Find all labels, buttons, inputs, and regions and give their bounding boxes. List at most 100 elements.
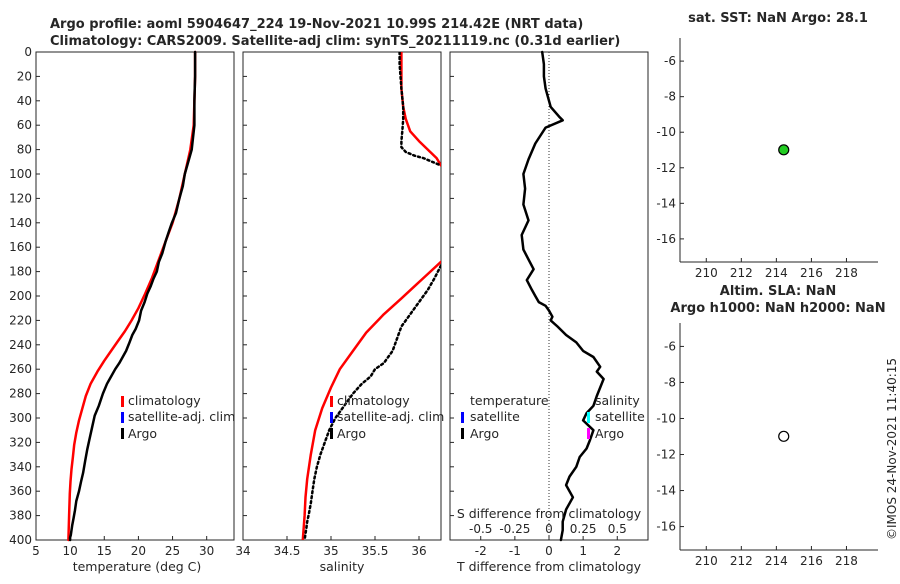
- difference-tick-label: 0: [545, 544, 553, 558]
- legend-climatology-swatch: [121, 396, 124, 407]
- depth-tick-label: 320: [9, 435, 32, 449]
- depth-tick-label: 400: [9, 533, 32, 547]
- sst-map-y-tick-label: -12: [656, 161, 676, 175]
- temperature-tick-label: 5: [32, 544, 40, 558]
- figure-title-line2: Climatology: CARS2009. Satellite-adj cli…: [50, 34, 620, 49]
- legend-argo-label: Argo: [337, 426, 366, 441]
- sst-map-x-tick-label: 210: [695, 266, 718, 280]
- difference-legend-salinity: salinity satellite Argo: [587, 393, 645, 441]
- temperature-tick-label: 25: [165, 544, 180, 558]
- difference-tick-label: 1: [579, 544, 587, 558]
- sst-map-argo-position-marker: [778, 144, 790, 156]
- depth-tick-label: 100: [9, 167, 32, 181]
- sla-map-y-tick-label: -12: [656, 448, 676, 462]
- salinity-difference-tick-label: 0.5: [608, 522, 627, 536]
- depth-tick-label: 20: [17, 69, 32, 83]
- argo-line: [398, 52, 441, 167]
- sst-map-x-tick-label: 216: [800, 266, 823, 280]
- sst-map-x-tick-label: 218: [835, 266, 858, 280]
- legend-climatology-label: climatology: [128, 393, 201, 408]
- depth-tick-label: 300: [9, 411, 32, 425]
- legend-satellite-swatch: [587, 412, 590, 423]
- depth-tick-label: 0: [24, 45, 32, 59]
- climatology-line: [67, 50, 197, 542]
- salinity-tick-label: 34.5: [274, 544, 301, 558]
- depth-tick-label: 200: [9, 289, 32, 303]
- sla-map-x-tick-label: 218: [835, 554, 858, 568]
- salinity-difference-tick-label: 0.25: [570, 522, 597, 536]
- depth-tick-label: 360: [9, 484, 32, 498]
- legend-argo-swatch: [461, 428, 464, 439]
- salinity-lines: [301, 52, 441, 540]
- depth-tick-label: 340: [9, 460, 32, 474]
- depth-tick-label: 260: [9, 362, 32, 376]
- legend-argo-label: Argo: [470, 426, 499, 441]
- sla-map-y-tick-label: -16: [656, 520, 676, 534]
- sst-map-y-tick-label: -8: [664, 90, 676, 104]
- temperature-tick-label: 30: [199, 544, 214, 558]
- sst-map-y-tick-label: -10: [656, 125, 676, 139]
- legend-salinity-title: salinity: [595, 393, 640, 408]
- depth-tick-label: 240: [9, 338, 32, 352]
- timestamp: ©IMOS 24-Nov-2021 11:40:15: [885, 358, 899, 540]
- sla-map-y-tick-label: -6: [664, 339, 676, 353]
- sla-map-x-tick-label: 210: [695, 554, 718, 568]
- sla-map-x-tick-label: 212: [730, 554, 753, 568]
- depth-tick-label: 220: [9, 313, 32, 327]
- sst-map-title: sat. SST: NaN Argo: 28.1: [688, 11, 868, 26]
- climatology-line: [301, 260, 441, 540]
- sst-map-x-tick-label: 212: [730, 266, 753, 280]
- difference-tick-label: -2: [475, 544, 487, 558]
- argo-line: [303, 264, 441, 540]
- salinity-difference-tick-label: -0.5: [469, 522, 492, 536]
- legend-satellite-label: satellite: [470, 409, 520, 424]
- salinity-tick-label: 36: [411, 544, 426, 558]
- difference-secondary-xlabel: S difference from climatology: [457, 506, 642, 521]
- temperature-tick-label: 15: [97, 544, 112, 558]
- legend-argo-label: Argo: [595, 426, 624, 441]
- legend-argo-swatch: [330, 428, 333, 439]
- legend-climatology-swatch: [330, 396, 333, 407]
- legend-satellite-label: satellite: [595, 409, 645, 424]
- legend-satellite-swatch: [330, 412, 333, 423]
- figure-title-line1: Argo profile: aoml 5904647_224 19-Nov-20…: [50, 17, 583, 32]
- temperature-tick-label: 20: [131, 544, 146, 558]
- legend-argo-swatch: [121, 428, 124, 439]
- sla-map-x-tick-label: 214: [765, 554, 788, 568]
- salinity-panel: 34 34.5 35 35.5 36: [235, 51, 442, 558]
- depth-tick-label: 280: [9, 387, 32, 401]
- sla-map-title-line2: Argo h1000: NaN h2000: NaN: [670, 301, 885, 316]
- legend-satellite-label: satellite-adj. clim: [337, 409, 444, 424]
- legend-satellite-swatch: [121, 412, 124, 423]
- difference-tick-label: 2: [613, 544, 621, 558]
- sla-map-x-tick-label: 216: [800, 554, 823, 568]
- sla-map-y-tick-label: -10: [656, 411, 676, 425]
- sst-map-y-tick-label: -16: [656, 232, 676, 246]
- salinity-tick-label: 35: [323, 544, 338, 558]
- depth-tick-label: 380: [9, 509, 32, 523]
- temperature-difference-line: [520, 50, 605, 542]
- sst-map-panel: -6 -8 -10 -12 -14 -16 210 212 214 216 218: [656, 38, 878, 280]
- salinity-tick-label: 35.5: [362, 544, 389, 558]
- legend-satellite-label: satellite-adj. clim: [128, 409, 235, 424]
- legend-satellite-swatch: [461, 412, 464, 423]
- salinity-legend: climatology satellite-adj. clim Argo: [330, 393, 444, 441]
- depth-tick-label: 180: [9, 265, 32, 279]
- depth-tick-label: 80: [17, 143, 32, 157]
- difference-tick-label: -1: [509, 544, 521, 558]
- legend-argo-swatch: [587, 428, 590, 439]
- difference-xlabel: T difference from climatology: [456, 559, 642, 574]
- depth-tick-label: 160: [9, 240, 32, 254]
- temperature-tick-label: 10: [62, 544, 77, 558]
- argo-line: [68, 50, 197, 542]
- sla-map-y-tick-label: -8: [664, 375, 676, 389]
- salinity-xlabel: salinity: [320, 559, 365, 574]
- salinity-frame: [242, 51, 442, 541]
- depth-tick-label: 120: [9, 191, 32, 205]
- difference-legend-temperature: temperature satellite Argo: [461, 393, 549, 441]
- sla-map-panel: -6 -8 -10 -12 -14 -16 210 212 214 216 218: [656, 323, 878, 568]
- depth-tick-label: 140: [9, 216, 32, 230]
- sla-map-title-line1: Altim. SLA: NaN: [720, 284, 836, 299]
